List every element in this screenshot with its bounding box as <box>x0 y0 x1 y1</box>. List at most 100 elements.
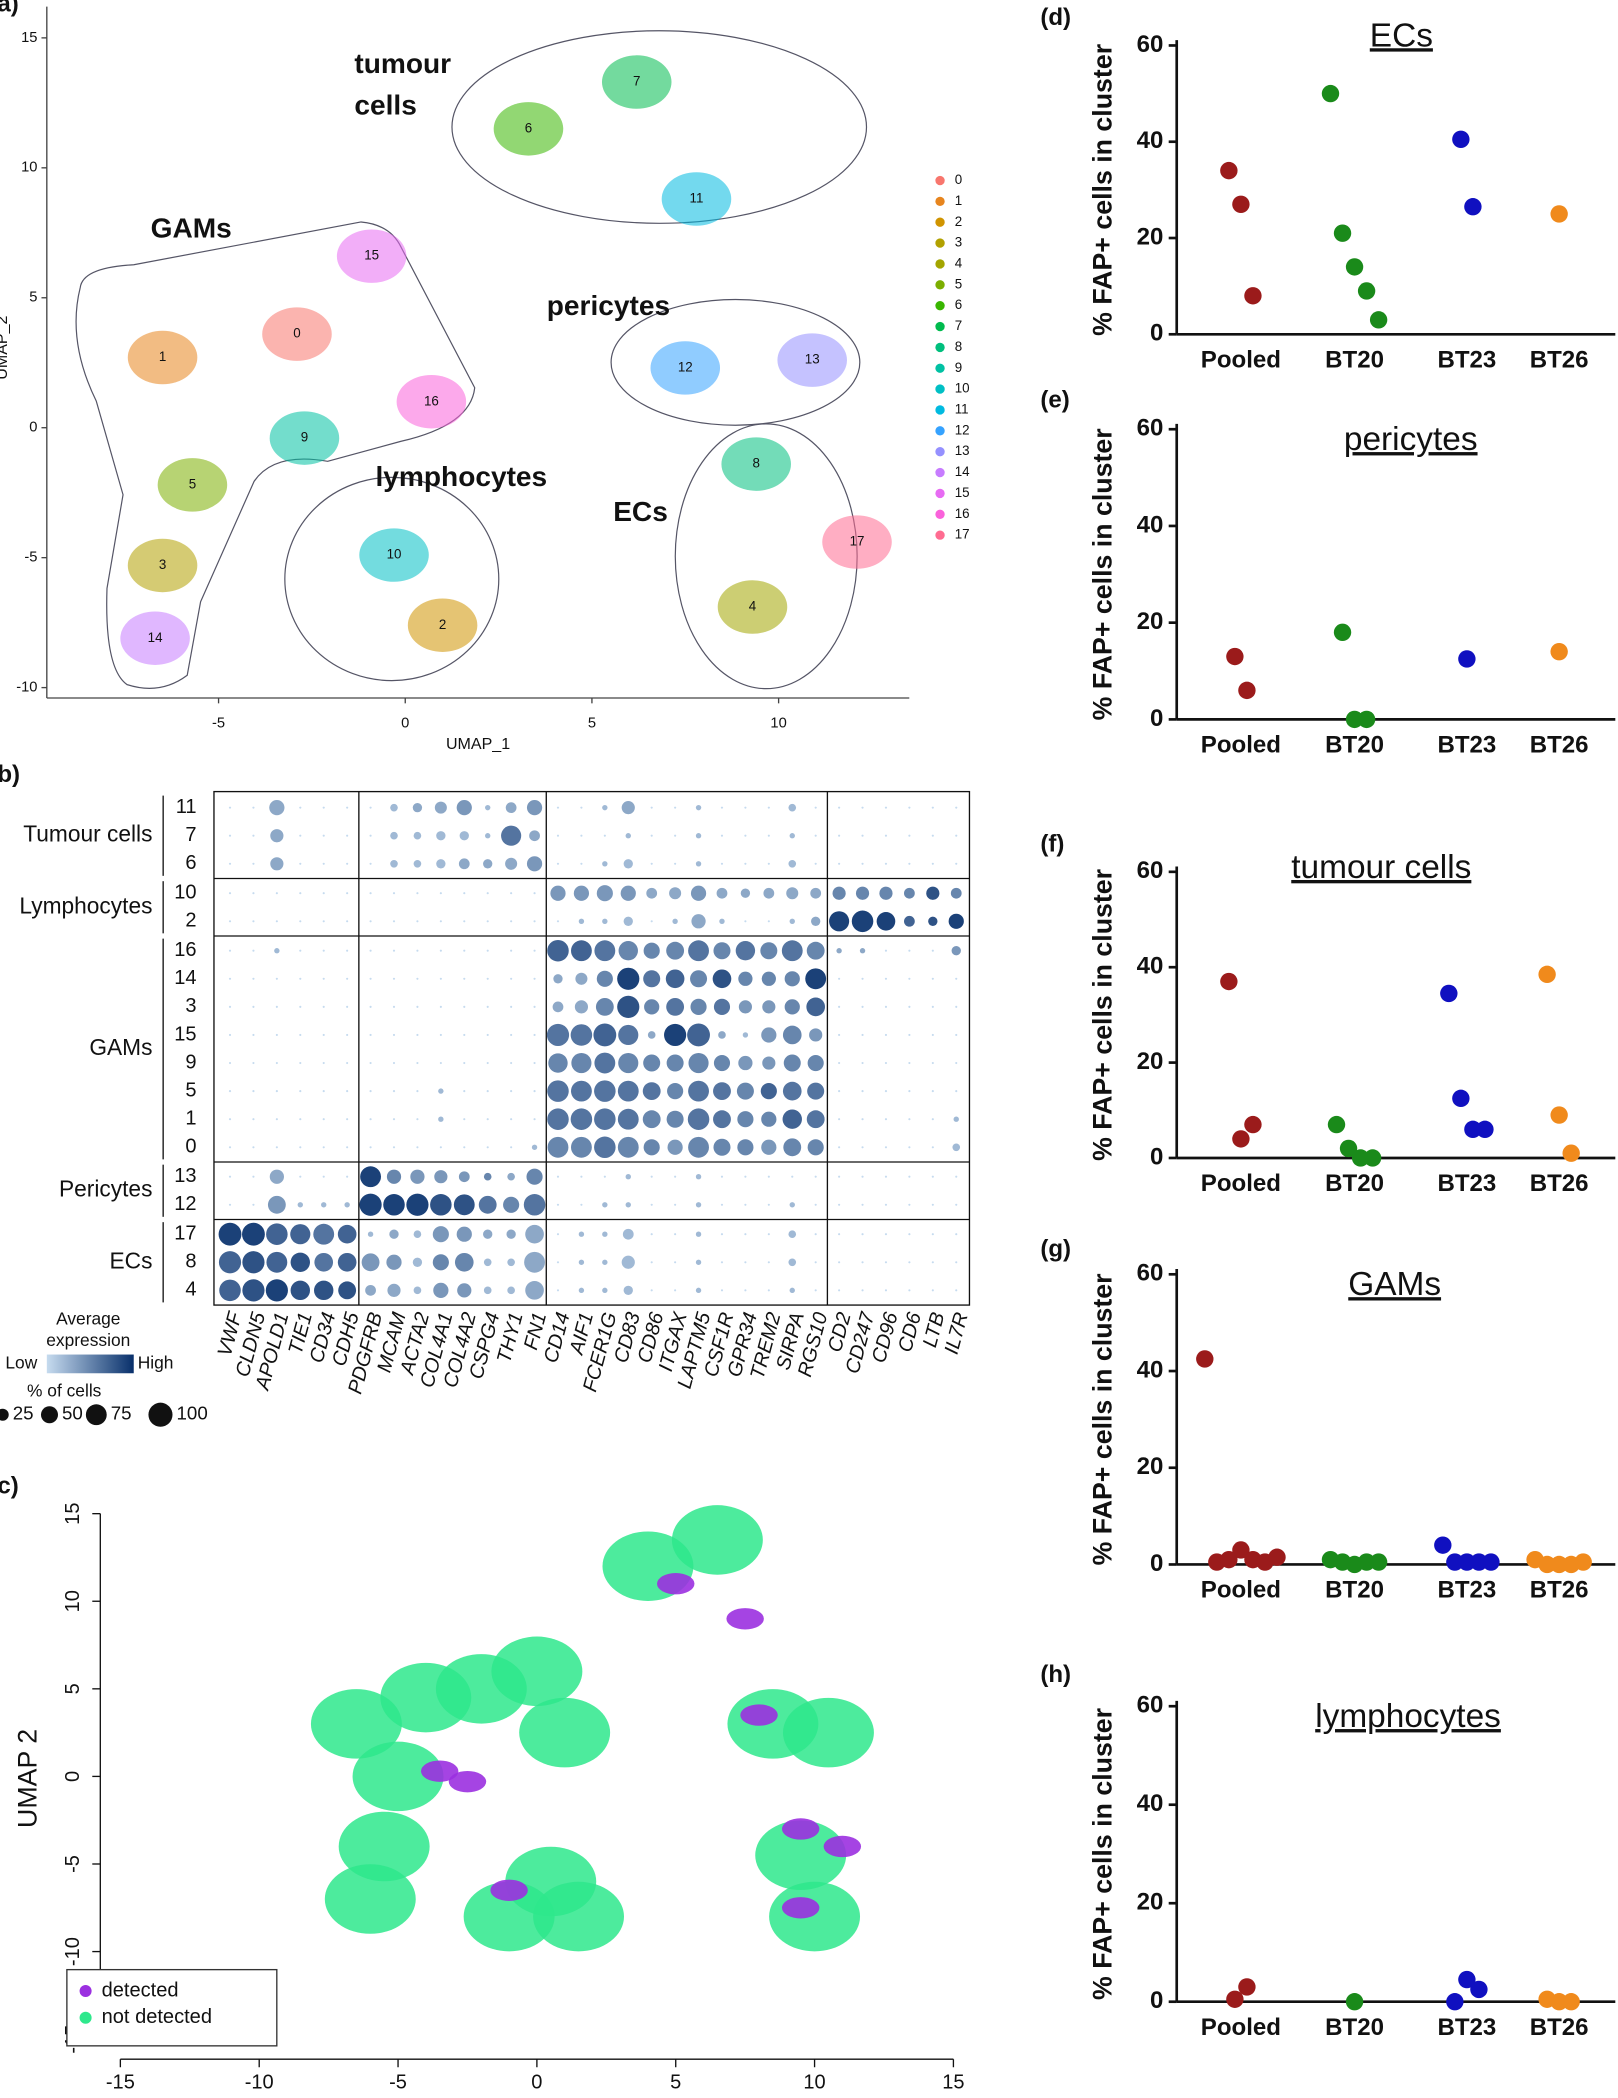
legend-high: High <box>138 1352 174 1372</box>
expression-dot <box>550 885 566 901</box>
expression-dot <box>952 1143 961 1152</box>
expression-dot <box>412 802 423 813</box>
expression-dot <box>556 1289 560 1292</box>
expression-dot <box>861 1203 864 1206</box>
expression-dot <box>369 1061 372 1065</box>
expression-dot <box>688 1080 709 1102</box>
expression-dot <box>814 1233 817 1236</box>
expression-dot <box>908 1061 911 1065</box>
expression-dot <box>672 918 678 924</box>
expression-dot <box>416 1033 419 1037</box>
expression-dot <box>299 920 302 923</box>
expression-dot <box>782 1025 802 1045</box>
expression-dot <box>861 1118 864 1121</box>
expression-dot <box>908 1233 911 1236</box>
expression-dot <box>674 806 677 809</box>
expression-dot <box>439 1033 442 1037</box>
expression-dot <box>695 1231 702 1237</box>
expression-dot <box>861 1175 864 1178</box>
expression-dot <box>713 942 731 960</box>
data-point <box>1482 1553 1500 1571</box>
cluster-cloud <box>822 515 892 569</box>
expression-dot <box>533 1061 536 1065</box>
expression-dot <box>928 916 938 926</box>
y-tick-label: 20 <box>1137 1889 1164 1916</box>
expression-dot <box>908 834 911 837</box>
expression-dot <box>744 806 747 809</box>
expression-dot <box>838 834 841 837</box>
expression-dot <box>838 1233 841 1236</box>
expression-dot <box>416 977 419 980</box>
expression-dot <box>861 1061 864 1065</box>
y-tick-label: 15 <box>62 1503 84 1525</box>
expression-dot <box>463 1061 466 1065</box>
expression-dot <box>884 1203 888 1206</box>
x-tick-label: 10 <box>770 715 786 731</box>
expression-dot <box>510 1146 513 1149</box>
cell-cloud <box>726 1608 764 1630</box>
cluster-cloud <box>661 172 732 226</box>
legend-label: 2 <box>955 214 962 229</box>
expression-dot <box>650 806 653 809</box>
expression-dot <box>322 977 325 980</box>
panel-label: (d) <box>1040 4 1071 31</box>
expression-dot <box>392 1090 396 1093</box>
row-label: 0 <box>185 1136 196 1158</box>
expression-dot <box>369 1005 372 1008</box>
expression-dot <box>274 948 280 954</box>
expression-dot <box>510 892 513 895</box>
data-point <box>1440 984 1458 1003</box>
expression-dot <box>547 1080 569 1102</box>
expression-dot <box>810 887 822 899</box>
expression-dot <box>386 1254 402 1270</box>
expression-dot <box>392 1118 396 1121</box>
expression-dot <box>580 1203 583 1206</box>
cell-cloud <box>657 1573 695 1595</box>
expression-dot <box>463 1118 466 1121</box>
expression-dot <box>884 977 888 980</box>
expression-dot <box>643 970 661 988</box>
expression-dot <box>720 834 724 837</box>
expression-dot <box>526 800 543 816</box>
expression-dot <box>218 1251 242 1274</box>
expression-dot <box>228 892 232 895</box>
expression-dot <box>413 1230 422 1239</box>
cluster-label: 16 <box>424 393 439 408</box>
expression-dot <box>463 1033 466 1037</box>
group-annotation: lymphocytes <box>376 461 548 492</box>
expression-dot <box>908 1118 911 1121</box>
expression-dot <box>625 833 631 839</box>
data-point <box>1446 1553 1464 1571</box>
expression-dot <box>458 858 470 870</box>
legend-swatch <box>935 175 945 186</box>
data-point <box>1333 623 1352 642</box>
expression-dot <box>578 1231 585 1237</box>
expression-dot <box>430 1194 452 1216</box>
x-tick-label: BT20 <box>1325 731 1384 758</box>
expression-dot <box>252 834 255 837</box>
x-tick-label: Pooled <box>1201 346 1281 373</box>
expression-dot <box>955 1289 958 1292</box>
expression-dot <box>369 862 372 865</box>
x-tick-label: BT26 <box>1530 346 1589 373</box>
expression-dot <box>643 1054 661 1072</box>
expression-dot <box>346 949 349 952</box>
expression-dot <box>228 1146 232 1149</box>
expression-dot <box>578 918 585 924</box>
expression-dot <box>904 915 915 927</box>
expression-dot <box>507 1172 515 1181</box>
expression-dot <box>359 1193 382 1216</box>
cell-cloud <box>324 1864 416 1934</box>
expression-dot <box>884 1033 888 1037</box>
expression-dot <box>620 885 636 901</box>
data-point <box>1345 1993 1364 2011</box>
expression-dot <box>547 1136 569 1158</box>
expression-dot <box>228 949 232 952</box>
data-point <box>1452 130 1470 149</box>
expression-dot <box>767 1203 770 1206</box>
expression-dot <box>533 1033 536 1037</box>
data-point <box>1345 258 1364 276</box>
row-label: 12 <box>174 1193 196 1215</box>
expression-dot <box>674 1175 677 1178</box>
